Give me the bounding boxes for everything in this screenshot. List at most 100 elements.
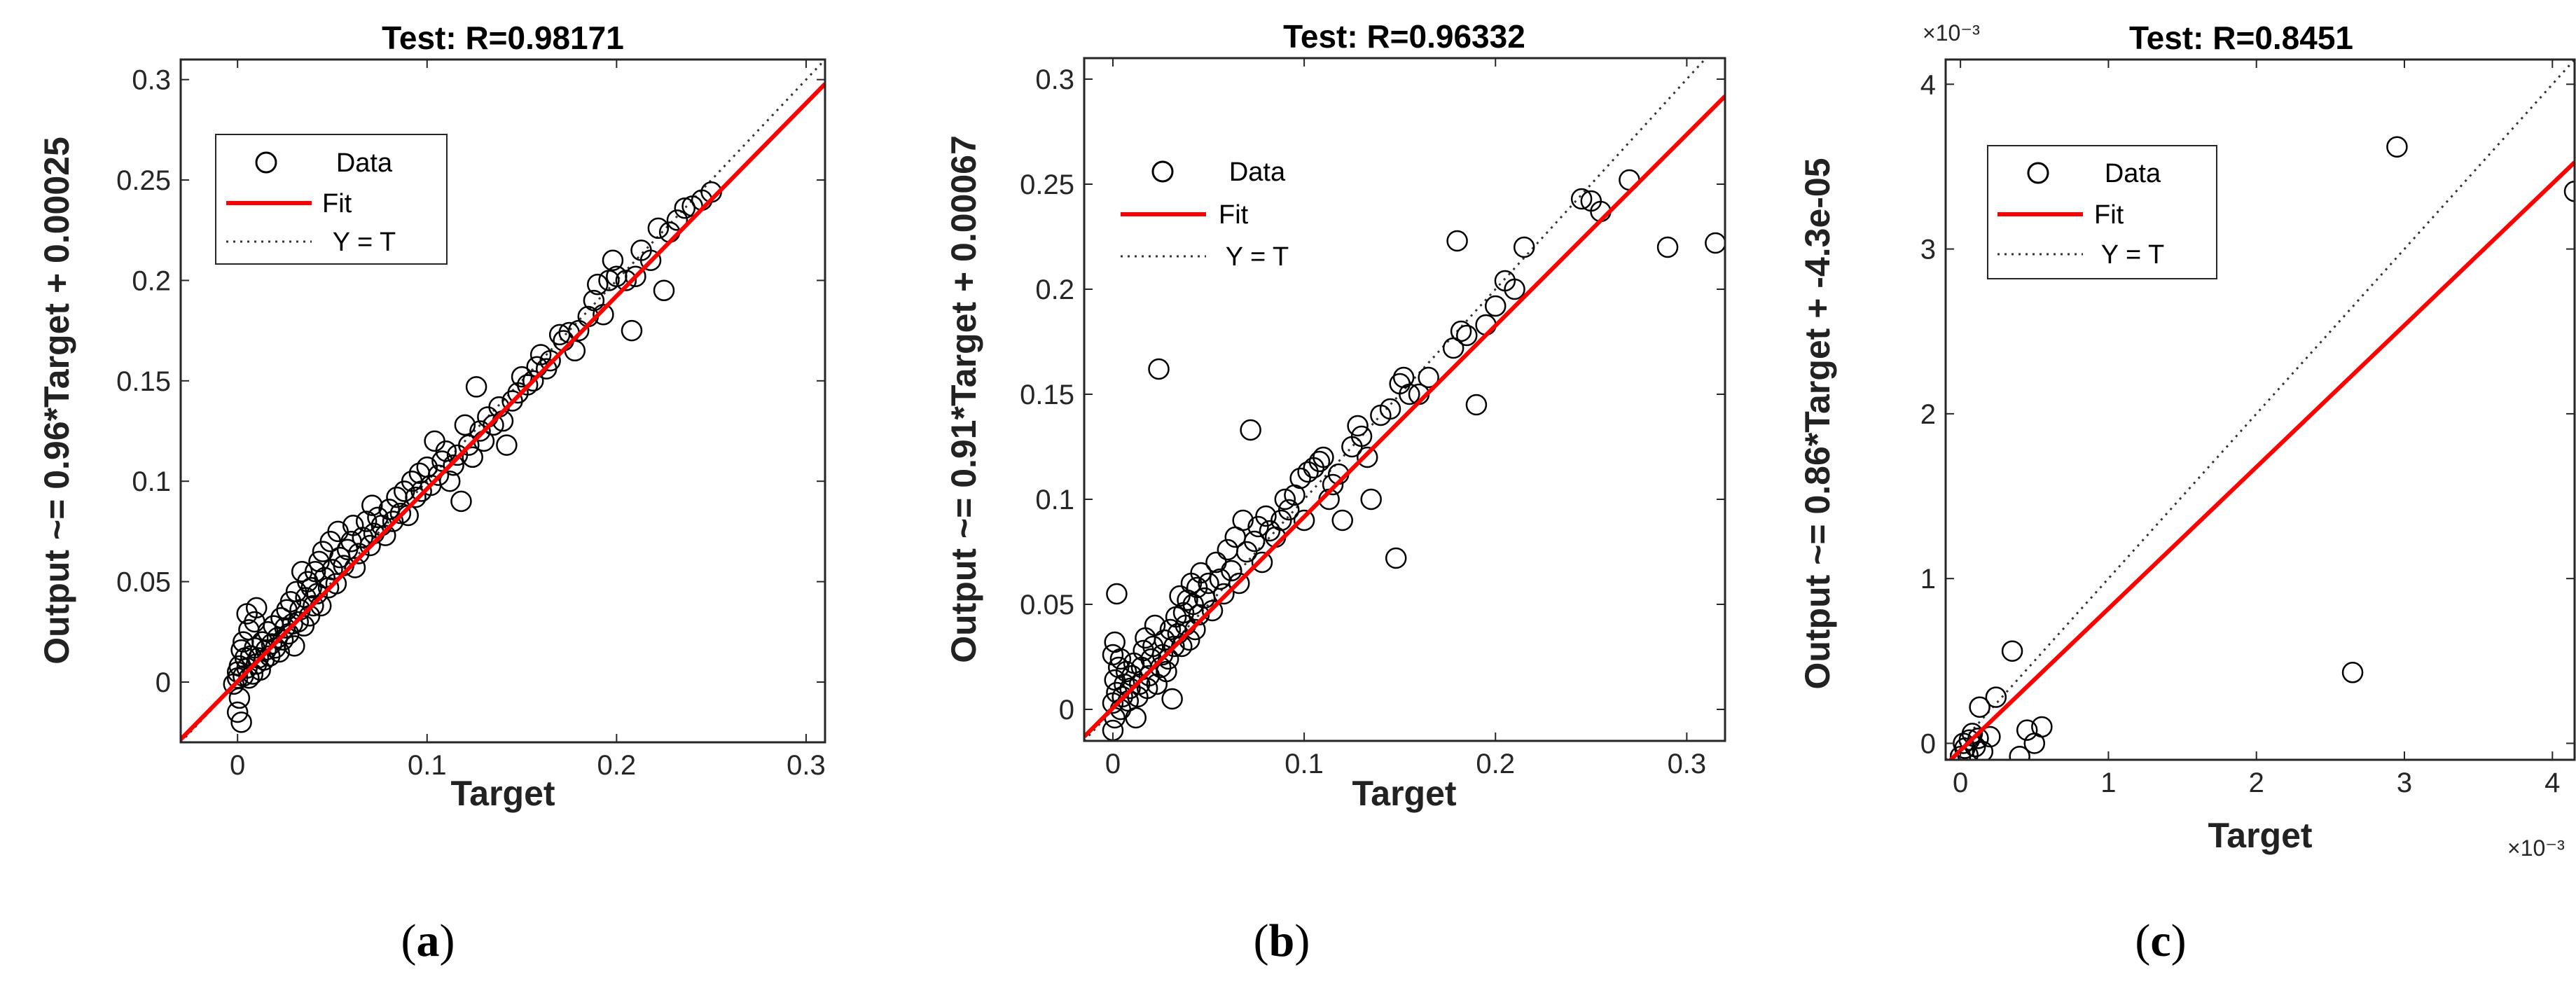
- data-point: [1125, 707, 1147, 729]
- data-point: [1198, 572, 1219, 595]
- x-tick-label: 0.3: [1668, 749, 1707, 779]
- data-point: [516, 374, 539, 396]
- data-point: [615, 270, 637, 291]
- data-point: [348, 543, 370, 564]
- data-point: [1106, 583, 1128, 605]
- data-point: [1190, 562, 1212, 584]
- data-point: [593, 303, 614, 326]
- y-tick-label: 0.3: [132, 65, 171, 96]
- data-point: [1278, 499, 1300, 521]
- data-point: [287, 611, 310, 633]
- data-point: [1182, 593, 1204, 616]
- data-point: [666, 209, 688, 231]
- x-tick-label: 0.3: [787, 750, 826, 781]
- data-point: [1151, 644, 1174, 666]
- data-point: [1221, 560, 1242, 582]
- data-point: [272, 629, 294, 651]
- data-point: [1228, 572, 1250, 595]
- data-point: [1356, 446, 1378, 468]
- data-point: [621, 319, 643, 342]
- data-point: [303, 595, 324, 617]
- panel-label-a: (a): [401, 915, 455, 966]
- chart-b: Test: R=0.96332 Target Output ~= 0.91*Ta…: [944, 18, 1726, 966]
- x-tick-label: 0.2: [597, 750, 637, 781]
- data-point: [1184, 618, 1206, 641]
- legend-a: Data Fit Y = T: [215, 134, 448, 265]
- x-tick-label: 0: [1105, 749, 1121, 779]
- data-point: [1251, 551, 1273, 574]
- y-tick-label: 2: [1920, 399, 1936, 430]
- legend-marker-data-b: [1151, 160, 1174, 183]
- xlabel-b: Target: [1352, 774, 1456, 813]
- data-point: [1163, 635, 1185, 658]
- data-point: [1240, 419, 1261, 441]
- data-point: [1144, 614, 1166, 637]
- x-ticks-c: 0 1 2 3 4: [1953, 60, 2560, 798]
- data-point: [1156, 660, 1177, 683]
- legend-label-fit-a: Fit: [322, 189, 352, 218]
- data-point: [226, 701, 249, 723]
- data-point: [352, 527, 374, 548]
- data-point: [1484, 295, 1507, 317]
- panel-label-c: (c): [2135, 915, 2186, 966]
- x-tick-label: 3: [2397, 768, 2412, 798]
- data-point: [1331, 509, 1353, 532]
- data-point: [344, 557, 366, 578]
- y-exponent-c: ×10⁻³: [1923, 20, 1980, 46]
- data-point: [647, 217, 670, 239]
- data-point: [1148, 358, 1170, 380]
- y-tick-label: 0: [1920, 728, 1936, 759]
- data-point: [458, 434, 480, 456]
- data-point: [539, 349, 561, 372]
- data-point: [1450, 320, 1472, 342]
- data-point: [2016, 719, 2038, 741]
- data-point: [1379, 398, 1401, 420]
- legend-box-a: [215, 134, 448, 265]
- data-point: [308, 550, 330, 573]
- data-point: [1289, 467, 1311, 489]
- data-point: [382, 511, 404, 532]
- y-tick-label: 1: [1920, 564, 1936, 595]
- data-point: [1308, 450, 1331, 473]
- data-point: [1201, 599, 1224, 622]
- y-tick-label: 0.25: [1020, 169, 1074, 200]
- data-point: [1243, 530, 1266, 553]
- data-point: [1985, 686, 2007, 708]
- fit-line-a: [181, 82, 825, 741]
- data-point: [359, 534, 381, 557]
- ylabel-c: Output ~= 0.86*Target + -4.3e-05: [1798, 158, 1837, 689]
- data-point: [1347, 415, 1369, 437]
- axes-frame-b: [1083, 57, 1726, 742]
- data-point: [496, 434, 518, 456]
- data-point: [2009, 746, 2030, 760]
- x-tick-label: 4: [2544, 768, 2560, 798]
- legend-label-fit-c: Fit: [2094, 200, 2124, 230]
- y-tick-label: 0: [155, 667, 171, 698]
- legend-marker-data-a: [255, 151, 277, 174]
- legend-marker-data-c: [2027, 162, 2049, 184]
- y-tick-label: 0.1: [132, 466, 171, 497]
- data-points-a: [223, 181, 722, 733]
- data-point: [1504, 278, 1525, 300]
- panel-label-b: (b): [1254, 915, 1310, 966]
- data-point: [228, 687, 251, 709]
- y-tick-label: 3: [1920, 235, 1936, 265]
- data-point: [1322, 473, 1344, 496]
- data-point: [674, 197, 696, 219]
- data-point: [405, 486, 427, 508]
- legend-label-data-b: Data: [1229, 158, 1286, 187]
- ylabel-a: Output ~= 0.96*Target + 0.00025: [37, 137, 76, 665]
- y-tick-label: 0.15: [1020, 380, 1074, 410]
- x-tick-label: 0: [230, 750, 245, 781]
- data-point: [1967, 728, 1989, 749]
- data-point: [355, 511, 378, 532]
- data-point: [587, 273, 609, 296]
- legend-label-data-a: Data: [336, 148, 393, 178]
- data-point: [1705, 232, 1725, 254]
- fit-line-b: [1084, 95, 1725, 739]
- data-point: [1112, 686, 1133, 708]
- identity-line-b: [1084, 58, 1708, 741]
- data-point: [450, 490, 472, 513]
- data-point: [1157, 648, 1179, 670]
- legend-label-data-c: Data: [2105, 159, 2161, 188]
